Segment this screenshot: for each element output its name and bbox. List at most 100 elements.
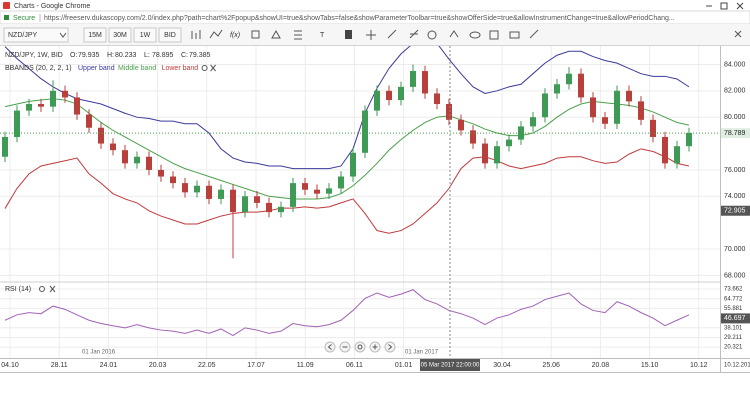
candle-body	[242, 196, 248, 213]
ohlc-label: H:	[107, 52, 114, 59]
navigation	[324, 341, 396, 353]
candle-body	[38, 104, 44, 107]
function-button[interactable]: f(x)	[230, 32, 240, 39]
eye-tool[interactable]	[469, 31, 481, 39]
x-tick-label: 28.11	[51, 362, 68, 369]
candle-body	[554, 84, 560, 94]
rsi-settings[interactable]	[39, 286, 45, 292]
plus	[372, 344, 378, 350]
indicator-label: BBANDS (20, 2, 2, 1)	[5, 65, 72, 72]
x-tick-label: 25.06	[542, 362, 560, 369]
candle-body	[62, 90, 68, 98]
candle-body	[2, 136, 8, 157]
zoom-tool[interactable]	[427, 30, 437, 40]
save-tool[interactable]	[509, 31, 520, 39]
candle-body	[686, 133, 692, 147]
fullscreen-tool[interactable]	[734, 30, 742, 38]
trend-tool[interactable]	[387, 29, 397, 39]
band-line	[4, 148, 690, 234]
price-marker-label: 78.789	[724, 130, 746, 137]
period-button[interactable]	[133, 27, 157, 43]
lock-icon	[4, 15, 9, 20]
price-marker-label: 46.697	[724, 315, 746, 322]
legend-entry: Lower band	[162, 65, 199, 72]
share-tool[interactable]	[449, 30, 459, 38]
candle-body	[662, 136, 668, 164]
candle-body	[542, 93, 548, 118]
close-button[interactable]	[736, 2, 744, 10]
candle-body	[26, 104, 32, 111]
chart-type-icon[interactable]	[191, 30, 201, 39]
ohlc-label: C:	[181, 52, 188, 59]
draw-icon[interactable]	[271, 29, 281, 39]
fib-tool[interactable]	[409, 29, 419, 39]
x-tick-label: 24.01	[100, 362, 118, 369]
candle-body	[638, 101, 644, 120]
candle-body	[482, 143, 488, 164]
candle-body	[614, 90, 620, 124]
candle-body	[254, 196, 260, 203]
price-marker	[721, 205, 750, 216]
year-label: 01 Jan 2016	[82, 350, 116, 356]
x-tick-label: 20.03	[149, 362, 167, 369]
x-tick-label: 04.10	[1, 362, 19, 369]
price-marker-label: 72.905	[724, 208, 746, 215]
price-marker	[721, 128, 750, 139]
scroll-left-button[interactable]	[324, 341, 336, 353]
legend-close[interactable]	[210, 64, 216, 72]
candle-body	[158, 169, 164, 177]
candle-body	[326, 188, 332, 194]
candle-body	[134, 156, 140, 164]
maximize-button[interactable]	[720, 2, 728, 10]
line-icon[interactable]	[209, 29, 223, 39]
chart-title: NZD/JPY, 1W, BID	[5, 52, 63, 59]
x-tick-label: 30.04	[493, 362, 511, 369]
candle-body	[170, 176, 176, 184]
reset-button[interactable]	[354, 341, 366, 353]
legend-settings[interactable]	[201, 65, 208, 71]
candle-body	[410, 71, 416, 87]
candle-body	[314, 189, 320, 194]
price-panel	[2, 46, 692, 259]
ohlc-readout: O: 79.935 H: 80.233 L: 78.895 C: 79.385	[70, 52, 211, 59]
crosshair-tool[interactable]	[366, 30, 376, 40]
candle-body	[674, 146, 680, 164]
pen-tool[interactable]	[529, 29, 539, 39]
candle-body	[110, 143, 116, 151]
candle-body	[86, 114, 92, 128]
candle-body	[626, 90, 632, 102]
candle-body	[566, 73, 572, 85]
scroll-right-button[interactable]	[384, 341, 396, 353]
time-marker-label: 05 Mar 2017 22:00:00	[421, 363, 480, 369]
period-button[interactable]	[158, 27, 182, 43]
y-tick-label: 64.772	[724, 296, 743, 302]
arrow	[327, 344, 332, 350]
dot	[357, 344, 363, 350]
candle-body	[182, 183, 188, 193]
x-tick-label: 17.07	[247, 362, 265, 369]
ohlc-value: 79.385	[189, 52, 211, 59]
period-label: 15M	[88, 32, 102, 39]
period-label: 30M	[113, 32, 127, 39]
candle-body	[602, 117, 608, 124]
period-buttons: 15M 30M 1W BID	[83, 27, 182, 43]
x-tick-label: 15.10	[641, 362, 659, 369]
rsi-close[interactable]	[49, 285, 56, 293]
period-button[interactable]	[108, 27, 132, 43]
rsi-line	[4, 289, 690, 337]
lines-icon[interactable]	[294, 30, 302, 40]
lock-tool[interactable]	[345, 30, 352, 39]
time-marker	[420, 359, 480, 371]
candle-body	[446, 104, 452, 120]
template-tool[interactable]	[489, 30, 499, 40]
settings-icon[interactable]	[251, 30, 260, 39]
candle-body	[122, 150, 128, 164]
period-button[interactable]	[83, 27, 107, 43]
candle-body	[434, 93, 440, 105]
candle-body	[530, 117, 536, 127]
instrument-select[interactable]	[3, 27, 69, 43]
candle-body	[470, 130, 476, 144]
text-tool[interactable]: T	[320, 32, 325, 39]
y-tick-label: 55.881	[724, 306, 743, 312]
candle-body	[506, 139, 512, 147]
